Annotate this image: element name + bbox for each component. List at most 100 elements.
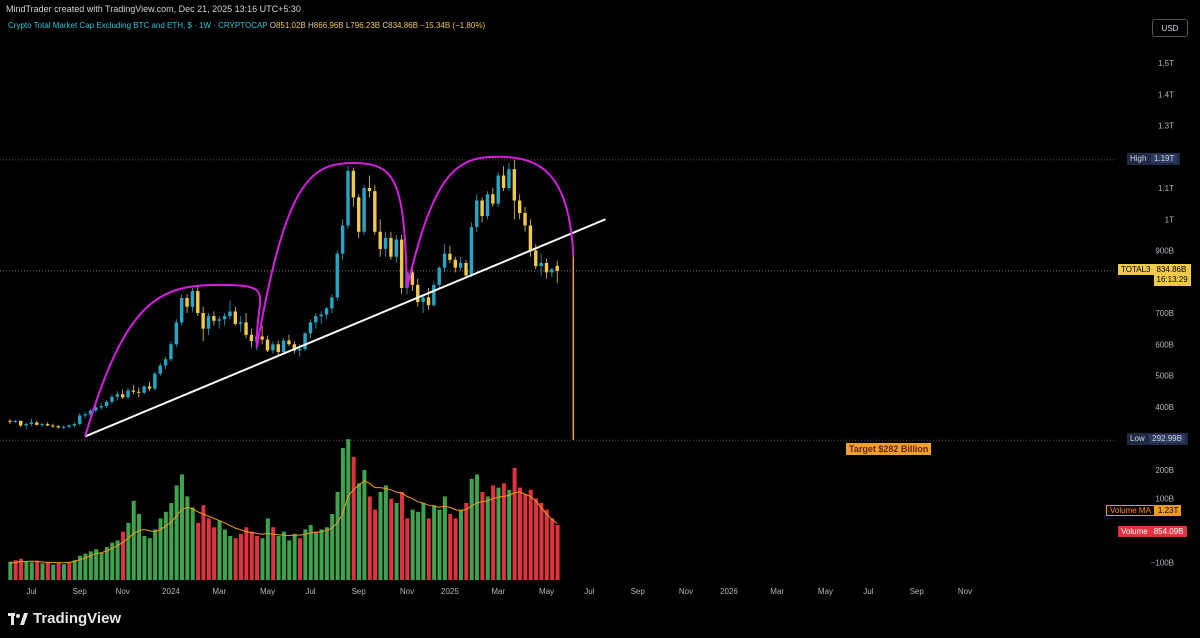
volume-bar xyxy=(110,542,115,580)
volume-bar xyxy=(523,494,528,580)
time-tick-label: May xyxy=(539,587,554,596)
candle xyxy=(442,244,447,273)
candle xyxy=(163,356,168,370)
symbol-legend: Crypto Total Market Cap Excluding BTC an… xyxy=(8,21,485,30)
tradingview-brand[interactable]: TradingView xyxy=(8,610,121,627)
volume-bar xyxy=(244,527,249,580)
volume-bar xyxy=(163,511,168,580)
candle xyxy=(507,163,511,192)
candle xyxy=(555,260,559,283)
volume-bar xyxy=(104,547,109,580)
volume-bar xyxy=(512,467,517,580)
volume-bar xyxy=(426,518,431,580)
volume-bar xyxy=(346,439,351,580)
high-tag: High 1.19T xyxy=(1127,153,1181,165)
cup-arc-3 xyxy=(406,155,575,289)
candle-body xyxy=(212,316,216,321)
volume-bar xyxy=(410,509,415,580)
candle-body xyxy=(394,239,398,257)
candle xyxy=(330,294,334,313)
candle-body xyxy=(324,308,329,315)
candle xyxy=(35,420,39,426)
volume-bar xyxy=(260,538,265,580)
symbol-name[interactable]: Crypto Total Market Cap Excluding BTC an… xyxy=(8,21,268,30)
time-tick-label: 2024 xyxy=(162,587,180,596)
candle xyxy=(88,409,93,417)
currency-button[interactable]: USD xyxy=(1152,19,1188,37)
candle-body xyxy=(233,311,238,324)
volume-bar xyxy=(555,525,560,580)
price-tick-label: 1.5T xyxy=(1158,59,1174,68)
volume-bar xyxy=(539,503,544,580)
candle xyxy=(19,420,23,428)
candle xyxy=(346,166,350,229)
price-tick-label: 1T xyxy=(1165,215,1174,224)
candle-body xyxy=(523,213,527,226)
candle xyxy=(61,425,66,430)
time-tick-label: Nov xyxy=(400,587,414,596)
volume-bar xyxy=(458,509,463,580)
candle xyxy=(233,306,238,326)
volume-bar xyxy=(362,470,367,580)
candle xyxy=(265,335,270,353)
candle-body xyxy=(314,316,318,323)
candle xyxy=(56,424,60,429)
candle xyxy=(13,419,18,423)
candle xyxy=(335,250,339,301)
high-value: 866.96B xyxy=(313,21,344,30)
volume-bar xyxy=(453,518,458,580)
candle xyxy=(99,403,103,410)
open-value: 851.02B xyxy=(275,21,306,30)
candle-body xyxy=(67,425,71,427)
candle-body xyxy=(153,373,157,389)
volume-bar xyxy=(405,518,410,580)
volume-bar xyxy=(51,564,56,580)
candle xyxy=(83,411,87,419)
volume-bar xyxy=(61,564,66,580)
candle-body xyxy=(110,396,114,402)
candle-body xyxy=(185,298,189,307)
candle xyxy=(351,167,356,207)
candle xyxy=(174,319,179,348)
candle-body xyxy=(410,272,415,285)
volume-bar xyxy=(517,487,522,580)
volume-bar xyxy=(330,514,335,580)
volume-ma-label: Volume MA xyxy=(1106,505,1155,516)
candle xyxy=(212,311,216,326)
candle-body xyxy=(458,263,463,268)
candle xyxy=(67,424,71,429)
time-tick-label: Jul xyxy=(863,587,873,596)
time-tick-label: 2026 xyxy=(720,587,738,596)
candle xyxy=(260,325,264,345)
price-tick-label: 1.1T xyxy=(1158,184,1174,193)
candle xyxy=(238,316,243,332)
candle-body xyxy=(260,336,264,340)
candle-body xyxy=(174,322,179,345)
volume-tick-label: −100B xyxy=(1151,558,1174,567)
volume-bar xyxy=(437,509,442,580)
price-tick-label: 400B xyxy=(1155,403,1174,412)
candle-body xyxy=(319,314,323,317)
volume-ma-line xyxy=(9,480,558,564)
candle xyxy=(544,258,549,279)
candle xyxy=(217,316,221,329)
candle xyxy=(550,267,554,278)
candle xyxy=(512,159,517,220)
candle-body xyxy=(190,291,195,307)
candle-body xyxy=(383,238,388,249)
candle xyxy=(539,253,543,276)
candle xyxy=(45,422,50,427)
volume-bar xyxy=(432,505,437,580)
ascending-trendline xyxy=(84,218,606,438)
candle-body xyxy=(179,298,184,323)
candle-body xyxy=(13,420,18,422)
volume-bar xyxy=(13,560,18,580)
footer xyxy=(0,600,1200,638)
candle-body xyxy=(271,344,275,351)
candle xyxy=(469,222,474,278)
volume-bar xyxy=(319,529,324,580)
volume-ma-value: 1.23T xyxy=(1154,505,1182,516)
price-chart[interactable]: 1.5T 1.4T 1.3T 1.1T 1T 900B 700B 600B 500B 400B 20… xyxy=(0,0,1200,600)
candle-body xyxy=(480,200,484,217)
volume-bar xyxy=(158,518,163,580)
